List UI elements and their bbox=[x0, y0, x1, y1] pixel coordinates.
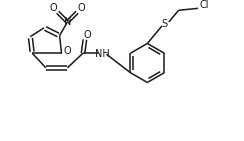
Text: O: O bbox=[63, 46, 71, 56]
Text: O: O bbox=[50, 3, 58, 13]
Text: Cl: Cl bbox=[199, 0, 209, 10]
Text: S: S bbox=[162, 19, 168, 29]
Text: O: O bbox=[77, 3, 85, 13]
Text: NH: NH bbox=[95, 49, 110, 59]
Text: N: N bbox=[64, 17, 71, 27]
Text: O: O bbox=[83, 30, 91, 40]
